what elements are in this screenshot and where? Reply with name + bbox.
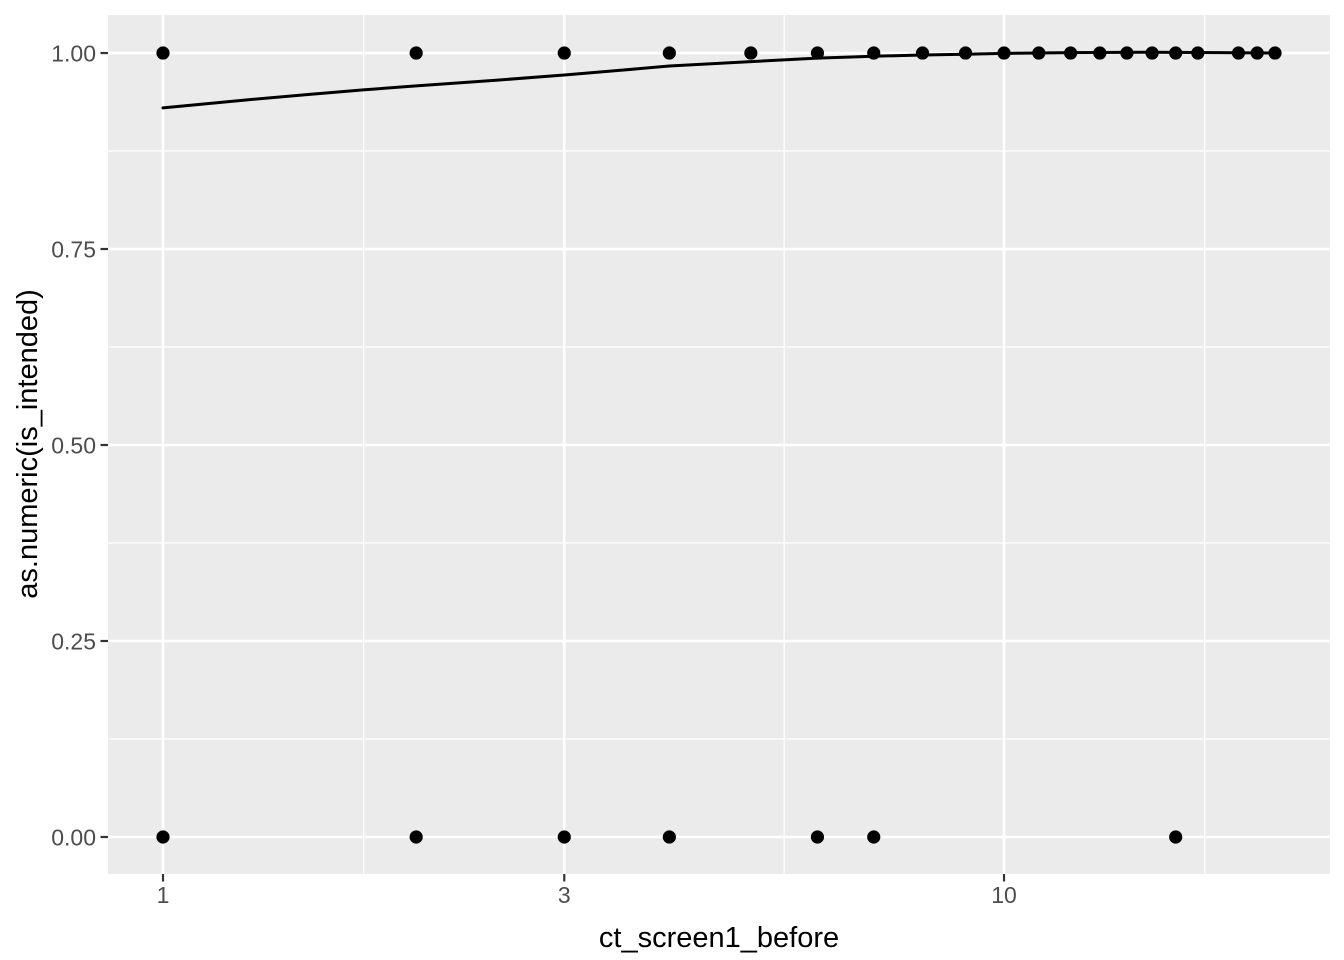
data-point — [744, 46, 758, 60]
data-point — [1120, 46, 1134, 60]
data-point — [409, 830, 423, 844]
data-point — [662, 830, 676, 844]
data-point — [867, 830, 881, 844]
data-point — [1191, 46, 1205, 60]
data-point — [1231, 46, 1246, 60]
y-tick-label: 0.75 — [51, 237, 96, 263]
x-tick-label: 1 — [157, 882, 170, 908]
data-point — [557, 46, 571, 60]
data-point — [1268, 46, 1282, 60]
data-point — [810, 830, 825, 844]
y-tick-label: 0.00 — [51, 824, 96, 850]
data-point — [1093, 46, 1107, 60]
x-tick-label: 3 — [558, 882, 571, 908]
data-point — [1250, 46, 1264, 60]
data-point — [997, 46, 1011, 60]
data-point — [156, 46, 170, 60]
data-point — [810, 46, 825, 60]
data-point — [662, 46, 676, 60]
data-point — [915, 46, 930, 60]
data-point — [1145, 46, 1159, 60]
data-point — [409, 46, 423, 60]
axis-tick-marks — [100, 51, 1006, 882]
data-point — [1064, 46, 1078, 60]
data-point — [1169, 830, 1183, 844]
y-axis-title: as.numeric(is_intended) — [12, 289, 44, 598]
data-point — [958, 46, 973, 60]
data-point — [156, 830, 170, 844]
x-tick-label: 10 — [991, 882, 1017, 908]
data-point — [867, 46, 881, 60]
data-points-layer — [156, 46, 1282, 844]
x-axis-title: ct_screen1_before — [599, 922, 839, 954]
data-point — [557, 830, 571, 844]
data-point — [1169, 46, 1183, 60]
grid-major-lines — [108, 15, 1330, 874]
axis-tick-labels: 1 3 10 0.00 0.25 0.50 0.75 1.00 — [51, 41, 1017, 908]
data-point — [1032, 46, 1046, 60]
y-tick-label: 1.00 — [51, 41, 96, 67]
y-tick-label: 0.50 — [51, 433, 96, 459]
y-tick-label: 0.25 — [51, 629, 96, 655]
